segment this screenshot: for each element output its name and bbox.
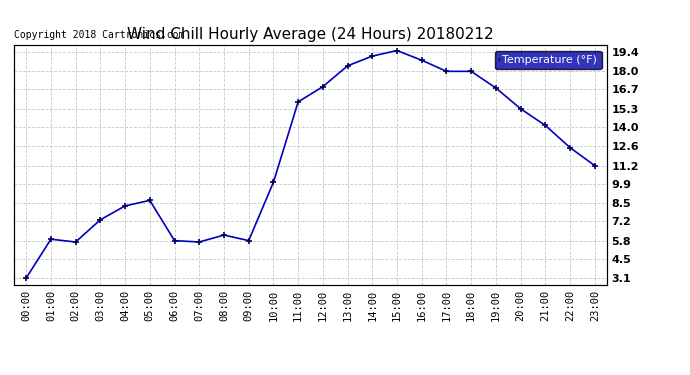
Legend: Temperature (°F): Temperature (°F) — [495, 51, 602, 69]
Title: Wind Chill Hourly Average (24 Hours) 20180212: Wind Chill Hourly Average (24 Hours) 201… — [127, 27, 494, 42]
Text: Copyright 2018 Cartronics.com: Copyright 2018 Cartronics.com — [14, 30, 184, 40]
